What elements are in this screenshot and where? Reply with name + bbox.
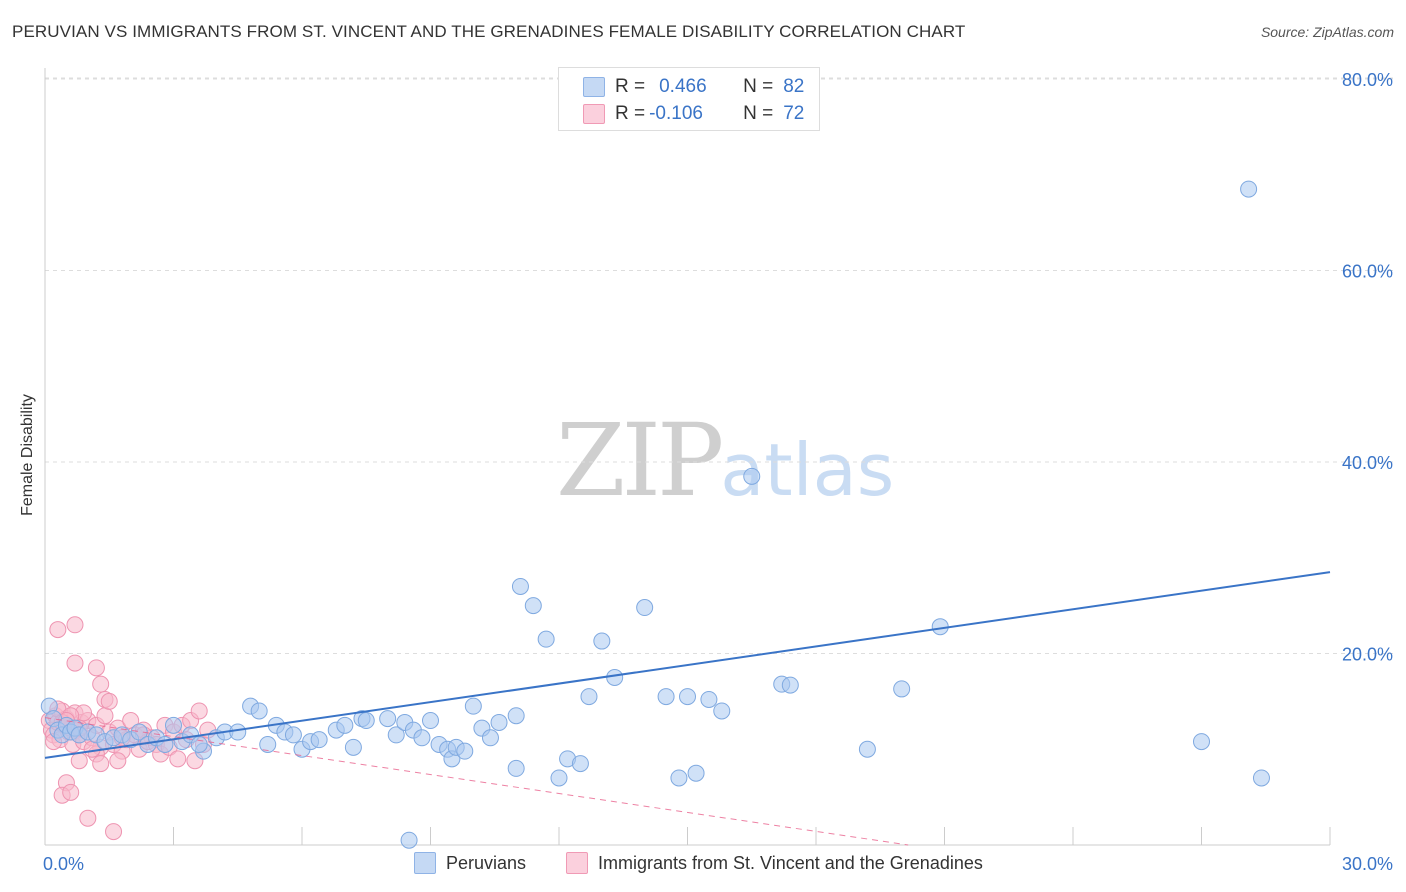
n-value-peruvians: 82 [783, 76, 805, 97]
immigrant-point [66, 616, 84, 634]
peruvian-point [387, 726, 405, 744]
peruvian-point [284, 726, 302, 744]
peruvian-point [679, 688, 696, 706]
peruvian-point [336, 716, 354, 734]
peruvian-point [379, 710, 397, 728]
peruvian-point [893, 680, 911, 698]
immigrant-point [49, 621, 67, 639]
immigrant-point [100, 692, 118, 710]
peruvian-point [310, 731, 328, 749]
y-tick-label: 60.0% [1342, 262, 1393, 282]
peruvian-point [507, 759, 525, 777]
immigrant-trend-line [44, 717, 909, 846]
peruvian-point [400, 831, 418, 849]
peruvian-point [165, 716, 182, 734]
immigrant-point [79, 809, 97, 827]
peruvian-point [550, 769, 568, 787]
n-label: N = [743, 76, 774, 97]
watermark-zip: ZIP [556, 402, 724, 519]
legend-row-immigrants: R = -0.106 N = 72 [583, 103, 805, 125]
peruvian-point [580, 688, 598, 706]
peruvian-point [357, 712, 375, 730]
r-label: R = [615, 103, 646, 124]
peruvian-trend-line [44, 571, 1331, 759]
r-label: R = [615, 76, 646, 97]
peruvian-point [571, 755, 589, 773]
legend-row-peruvians: R = 0.466 N = 82 [583, 76, 805, 98]
peruvian-point [413, 729, 431, 747]
peruvian-point [606, 668, 624, 686]
peruvian-point [657, 688, 675, 706]
watermark: ZIPatlas [556, 402, 894, 519]
immigrant-point [70, 752, 88, 770]
legend-label-peruvians: Peruvians [446, 852, 527, 873]
peruvian-point [464, 697, 482, 715]
r-value-peruvians: 0.466 [659, 76, 707, 97]
immigrant-point [92, 675, 110, 693]
legend-item-peruvians[interactable]: Peruvians [414, 852, 526, 874]
n-label: N = [743, 103, 774, 124]
peruvian-point [511, 577, 529, 595]
peruvian-point [743, 467, 761, 485]
x-tick-label: 30.0% [1342, 854, 1393, 874]
peruvian-point [422, 712, 439, 730]
peruvian-point [259, 735, 277, 753]
series-legend: Peruvians Immigrants from St. Vincent an… [0, 852, 1406, 878]
r-value-immigrants: -0.106 [649, 103, 703, 124]
immigrant-point [105, 823, 123, 841]
immigrant-point [66, 654, 84, 672]
legend-swatch-immigrants [583, 104, 605, 124]
peruvian-point [781, 676, 799, 694]
immigrant-point [109, 752, 127, 770]
y-tick-label: 40.0% [1342, 453, 1393, 473]
peruvian-point [456, 742, 474, 760]
peruvian-point [229, 723, 247, 741]
peruvian-point [344, 738, 362, 756]
peruvian-point [858, 740, 876, 758]
peruvian-point [1252, 769, 1270, 787]
y-tick-label: 80.0% [1342, 70, 1393, 90]
peruvian-point [700, 690, 718, 708]
immigrant-point [96, 707, 114, 725]
legend-label-immigrants: Immigrants from St. Vincent and the Gren… [598, 852, 983, 873]
peruvian-point [190, 735, 208, 753]
legend-item-immigrants[interactable]: Immigrants from St. Vincent and the Gren… [566, 852, 983, 874]
immigrant-point [92, 755, 110, 773]
peruvian-point [593, 632, 611, 650]
peruvian-point [490, 713, 508, 731]
chart-title: PERUVIAN VS IMMIGRANTS FROM ST. VINCENT … [12, 22, 966, 41]
correlation-legend: R = 0.466 N = 82 R = -0.106 N = 72 [558, 67, 820, 131]
peruvian-point [481, 729, 499, 747]
n-value-immigrants: 72 [783, 103, 805, 124]
peruvian-point [1240, 180, 1258, 198]
peruvian-point [537, 630, 555, 648]
immigrant-point [87, 659, 105, 677]
legend-swatch-immigrants [566, 852, 588, 874]
peruvian-point [507, 707, 525, 725]
peruvian-point [130, 723, 148, 741]
peruvian-point [687, 764, 705, 782]
peruvian-point [524, 597, 542, 615]
x-tick-label: 0.0% [43, 854, 84, 874]
immigrant-point [190, 702, 208, 720]
peruvian-point [636, 599, 654, 617]
y-tick-label: 20.0% [1342, 645, 1393, 665]
peruvian-point [1193, 733, 1210, 751]
immigrant-point [169, 750, 187, 768]
peruvian-point [670, 769, 688, 787]
peruvian-point [713, 702, 731, 720]
legend-swatch-peruvians [414, 852, 436, 874]
immigrant-point [62, 783, 80, 801]
source-label: Source: ZipAtlas.com [1260, 24, 1394, 40]
legend-swatch-peruvians [583, 77, 605, 97]
peruvian-point [250, 702, 268, 720]
